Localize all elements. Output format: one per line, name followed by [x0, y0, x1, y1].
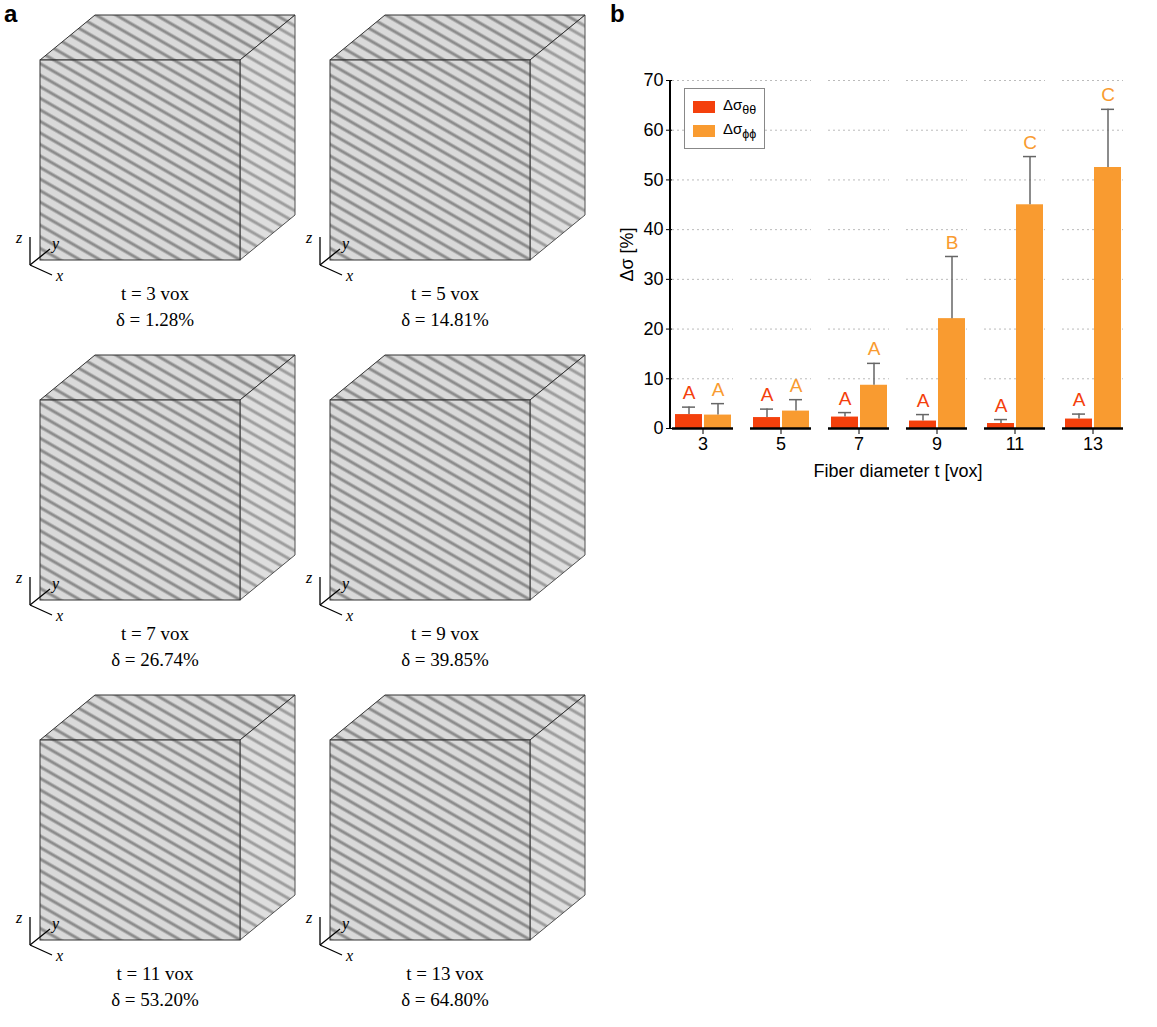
svg-text:δ = 14.81%: δ = 14.81%: [401, 309, 489, 330]
svg-text:δ = 64.80%: δ = 64.80%: [401, 989, 489, 1010]
svg-text:z: z: [305, 909, 313, 926]
svg-text:C: C: [1101, 84, 1115, 105]
svg-text:x: x: [55, 947, 63, 964]
svg-text:t = 9 vox: t = 9 vox: [411, 623, 480, 644]
svg-text:70: 70: [643, 70, 663, 90]
svg-text:A: A: [761, 384, 774, 405]
svg-text:δ = 26.74%: δ = 26.74%: [111, 649, 199, 670]
svg-text:t = 7 vox: t = 7 vox: [121, 623, 190, 644]
svg-text:60: 60: [643, 120, 663, 140]
svg-text:t = 5 vox: t = 5 vox: [411, 283, 480, 304]
svg-text:y: y: [50, 575, 60, 593]
svg-text:z: z: [305, 229, 313, 246]
svg-text:A: A: [868, 338, 881, 359]
svg-text:3: 3: [698, 434, 708, 454]
svg-text:y: y: [340, 575, 350, 593]
svg-text:δ = 1.28%: δ = 1.28%: [116, 309, 194, 330]
svg-text:a: a: [4, 0, 18, 27]
svg-text:y: y: [340, 235, 350, 253]
svg-text:y: y: [340, 915, 350, 933]
svg-text:B: B: [946, 232, 959, 253]
html-text:Δσθθ: Δσθθ: [723, 96, 757, 117]
svg-text:9: 9: [932, 434, 942, 454]
svg-text:50: 50: [643, 170, 663, 190]
svg-text:z: z: [15, 569, 23, 586]
svg-text:y: y: [50, 235, 60, 253]
svg-text:40: 40: [643, 219, 663, 239]
svg-text:11: 11: [1006, 434, 1025, 454]
svg-text:z: z: [15, 909, 23, 926]
svg-text:t = 3 vox: t = 3 vox: [121, 283, 190, 304]
svg-text:x: x: [55, 607, 63, 624]
svg-text:x: x: [55, 267, 63, 284]
svg-text:δ = 39.85%: δ = 39.85%: [401, 649, 489, 670]
svg-text:13: 13: [1083, 434, 1103, 454]
svg-text:5: 5: [776, 434, 786, 454]
svg-text:z: z: [305, 569, 313, 586]
svg-text:x: x: [345, 267, 353, 284]
svg-text:A: A: [790, 375, 803, 396]
html-text:Δσϕϕ: Δσϕϕ: [723, 120, 757, 141]
svg-text:y: y: [50, 915, 60, 933]
html-text:b: b: [610, 0, 625, 27]
svg-text:t = 13 vox: t = 13 vox: [406, 963, 484, 984]
svg-text:A: A: [995, 395, 1008, 416]
svg-text:Δσ [%]: Δσ [%]: [617, 227, 637, 281]
svg-text:10: 10: [643, 369, 663, 389]
svg-text:A: A: [839, 388, 852, 409]
svg-text:C: C: [1023, 132, 1037, 153]
svg-text:30: 30: [643, 269, 663, 289]
svg-text:x: x: [345, 607, 353, 624]
svg-text:t = 11 vox: t = 11 vox: [116, 963, 194, 984]
svg-text:A: A: [1073, 389, 1086, 410]
svg-text:7: 7: [854, 434, 864, 454]
svg-text:A: A: [683, 382, 696, 403]
svg-text:z: z: [15, 229, 23, 246]
svg-text:A: A: [917, 390, 930, 411]
svg-text:x: x: [345, 947, 353, 964]
svg-text:Fiber diameter t [vox]: Fiber diameter t [vox]: [813, 461, 982, 481]
svg-text:20: 20: [643, 319, 663, 339]
svg-text:0: 0: [653, 418, 663, 438]
svg-text:δ = 53.20%: δ = 53.20%: [111, 989, 199, 1010]
svg-text:A: A: [712, 379, 725, 400]
